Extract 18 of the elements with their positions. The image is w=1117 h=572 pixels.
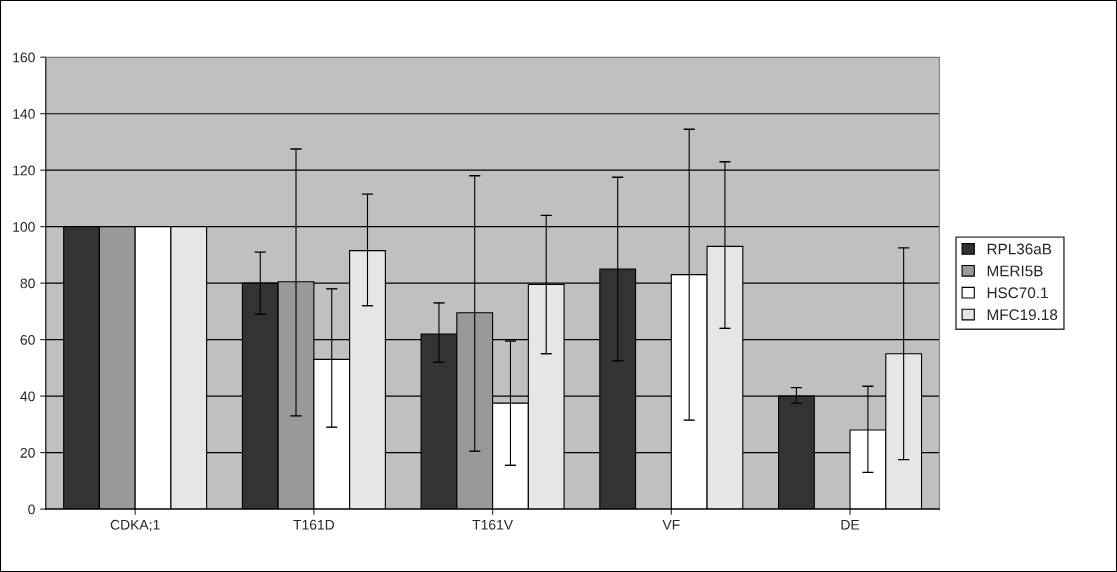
y-tick-label: 120	[13, 165, 35, 176]
x-tick-label: DE	[841, 520, 860, 530]
y-tick-label: 80	[20, 278, 35, 289]
legend-label: RPL36aB	[987, 243, 1052, 255]
x-tick-label: T161V	[472, 519, 513, 530]
legend-label: MFC19.18	[987, 309, 1058, 321]
x-tick-label: CDKA;1	[110, 519, 160, 532]
legend-label: HSC70.1	[987, 287, 1048, 299]
y-tick-label: 140	[13, 109, 35, 119]
legend-label: MERI5B	[987, 265, 1043, 277]
x-tick-label: T161D	[293, 519, 335, 530]
y-tick-label: 160	[13, 52, 35, 63]
y-tick-label: 60	[20, 334, 35, 345]
y-tick-label: 40	[20, 391, 35, 402]
x-tick-label: VF	[662, 520, 680, 530]
y-tick-label: 100	[13, 221, 35, 232]
y-tick-label: 20	[20, 447, 35, 458]
y-tick-label: 0	[28, 504, 35, 515]
